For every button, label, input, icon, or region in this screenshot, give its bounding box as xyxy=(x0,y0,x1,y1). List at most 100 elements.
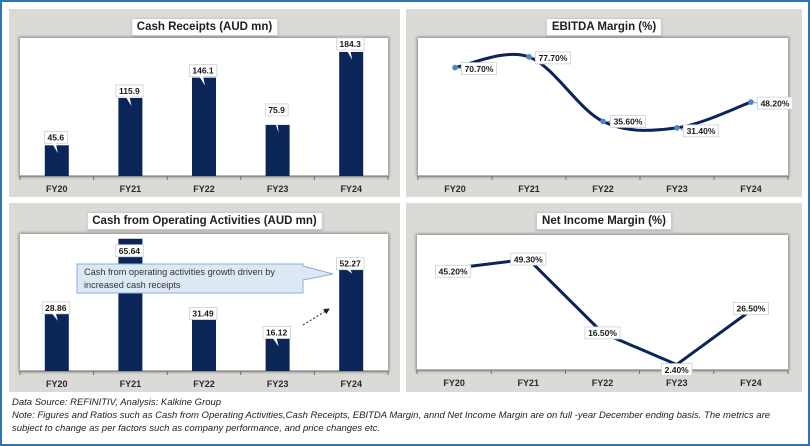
data-label-box xyxy=(336,37,365,51)
data-label-pointer xyxy=(346,49,353,60)
data-label: 45.20% xyxy=(435,264,472,278)
data-label-box xyxy=(534,51,572,65)
note-text: Note: Figures and Ratios such as Cash fr… xyxy=(12,410,771,434)
operating-cash-chart: FY20 FY21 FY22 FY23 FY24 28.86 65.64 31.49 16.12… xyxy=(19,238,389,389)
data-label: 16.12 xyxy=(262,326,291,347)
data-label-pointer xyxy=(125,96,132,106)
data-label-text: 16.50% xyxy=(588,328,617,338)
data-label: 26.50% xyxy=(732,301,769,315)
x-tick-label: FY21 xyxy=(518,378,540,388)
data-label: 184.3 xyxy=(336,37,365,60)
x-tick-label: FY20 xyxy=(46,184,68,194)
data-label-box xyxy=(188,64,218,78)
x-tick-label: FY24 xyxy=(740,378,762,388)
x-tick-label: FY21 xyxy=(518,184,540,194)
x-tick-label: FY20 xyxy=(443,378,465,388)
data-point xyxy=(748,99,754,105)
x-tick-label: FY21 xyxy=(120,184,142,194)
ebitda-margin-panel: FY20 FY21 FY22 FY23 FY24 70.70% 77.70% 35.60% 31… xyxy=(406,9,802,197)
data-label-pointer xyxy=(199,76,205,86)
data-label-text: 49.30% xyxy=(514,254,543,264)
data-label-box xyxy=(510,252,547,266)
data-label-leader xyxy=(530,56,536,59)
data-point xyxy=(526,54,532,60)
annotation-callout-text: Cash from operating activities growth dr… xyxy=(84,267,275,290)
bar xyxy=(192,77,216,176)
x-tick-label: FY24 xyxy=(740,184,762,194)
data-label: 45.6 xyxy=(44,130,68,154)
x-tick-label: FY22 xyxy=(592,378,614,388)
chart-title: Cash from Operating Activities (AUD mn) xyxy=(86,212,323,230)
data-label-text: 65.64 xyxy=(119,246,141,256)
data-label-box xyxy=(435,264,472,278)
data-label-pointer xyxy=(51,142,58,154)
x-tick-label: FY23 xyxy=(666,378,688,388)
data-label-text: 146.1 xyxy=(192,66,214,76)
data-label: 49.30% xyxy=(510,252,547,266)
data-label-box xyxy=(609,115,647,128)
data-label-leader xyxy=(456,67,462,70)
ebitda-margin-chart: FY20 FY21 FY22 FY23 FY24 70.70% 77.70% 35.60% 31… xyxy=(417,51,794,194)
data-label-leader xyxy=(752,101,758,104)
bar xyxy=(339,51,364,177)
data-label-text: 28.86 xyxy=(45,303,67,313)
x-tick-label: FY20 xyxy=(444,184,466,194)
data-label-pointer xyxy=(272,337,279,347)
data-label-text: 48.20% xyxy=(761,98,790,108)
data-point xyxy=(600,118,606,125)
cash-receipts-panel: FY20 FY21 FY22 FY23 FY24 45.6 115.9 146.1 75.9 18… xyxy=(9,9,400,197)
data-label-text: 35.60% xyxy=(614,117,643,127)
operating-cash-panel: FY20 FY21 FY22 FY23 FY24 28.86 65.64 31.49 16.12… xyxy=(9,203,400,392)
data-point xyxy=(452,64,458,71)
data-label: 70.70% xyxy=(456,62,498,75)
chart-title: Cash Receipts (AUD mn) xyxy=(130,18,279,36)
data-label-text: 52.27 xyxy=(340,259,362,269)
data-label-text: 16.12 xyxy=(266,328,288,338)
data-label-box xyxy=(756,96,794,110)
data-label-box xyxy=(115,244,144,258)
data-label: 31.49 xyxy=(188,307,218,320)
data-label-box xyxy=(460,62,498,75)
data-label-box xyxy=(44,130,68,144)
x-tick-label: FY22 xyxy=(193,184,215,194)
data-label-text: 184.3 xyxy=(340,39,362,49)
data-label-text: 31.40% xyxy=(687,126,716,136)
data-label: 52.27 xyxy=(336,257,365,274)
plot-area xyxy=(417,235,788,370)
data-label: 65.64 xyxy=(115,244,144,258)
bar xyxy=(44,312,69,371)
cash-receipts-chart: FY20 FY21 FY22 FY23 FY24 45.6 115.9 146.1 75.9 18… xyxy=(19,37,389,194)
chart-title: EBITDA Margin (%) xyxy=(545,18,663,36)
series-line xyxy=(452,257,753,367)
data-label-box xyxy=(584,326,621,340)
footer: Data Source: REFINITIV, Analysis: Kalkin… xyxy=(12,396,776,435)
bar xyxy=(265,124,290,176)
data-label-text: 31.49 xyxy=(192,309,214,319)
x-tick-label: FY23 xyxy=(267,184,289,194)
data-label-box xyxy=(682,124,720,138)
data-label-box xyxy=(115,84,144,98)
data-label: 31.40% xyxy=(678,124,720,138)
net-income-margin-panel: FY20 FY21 FY22 FY23 FY24 45.20% 49.30% 16.50% 2.… xyxy=(406,203,802,392)
data-label-box xyxy=(264,103,289,117)
x-tick-label: FY24 xyxy=(340,379,362,389)
data-label-text: 2.40% xyxy=(665,365,690,375)
data-label: 2.40% xyxy=(661,363,693,377)
data-label-text: 75.9 xyxy=(268,105,285,115)
data-label-pointer xyxy=(346,269,353,274)
chart-title: Net Income Margin (%) xyxy=(536,212,672,230)
data-label-box xyxy=(661,363,693,377)
net-income-margin-chart: FY20 FY21 FY22 FY23 FY24 45.20% 49.30% 16.50% 2.… xyxy=(416,252,789,388)
x-tick-label: FY22 xyxy=(193,379,215,389)
annotation-layer xyxy=(76,263,334,326)
bar xyxy=(339,265,364,371)
data-label-text: 115.9 xyxy=(119,86,140,96)
data-label-text: 45.6 xyxy=(48,132,65,142)
x-tick-label: FY24 xyxy=(340,184,362,194)
data-label-leader xyxy=(678,127,684,132)
data-label: 48.20% xyxy=(752,96,794,110)
data-label: 146.1 xyxy=(188,64,218,86)
data-label-box xyxy=(188,307,218,320)
x-tick-label: FY23 xyxy=(666,184,688,194)
x-tick-label: FY22 xyxy=(592,184,614,194)
